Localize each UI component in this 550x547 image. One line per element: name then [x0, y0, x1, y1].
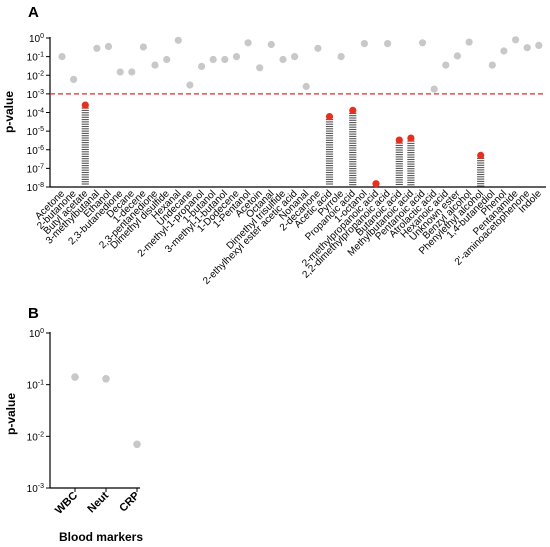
panel-a-point — [221, 55, 229, 64]
panel-a-point — [465, 38, 473, 46]
panel-b-category-label: Neut — [85, 489, 111, 515]
panel-a-bar — [477, 157, 485, 187]
panel-a-point — [500, 47, 508, 55]
panel-a-bar — [325, 119, 334, 185]
panel-b-y-tick-label: 10-2 — [27, 431, 44, 443]
panel-a-point — [535, 41, 543, 50]
panel-a-point — [186, 81, 194, 89]
panel-a-point — [395, 136, 403, 144]
panel-a-point — [81, 101, 89, 109]
panel-b-letter: B — [28, 305, 39, 322]
panel-a-point — [139, 43, 147, 51]
panel-a-point — [174, 36, 182, 44]
panel-b-x-axis-title: Blood markers — [59, 530, 143, 544]
panel-a-point — [104, 42, 113, 51]
panel-a-point — [384, 40, 392, 48]
panel-b-y-tick-label: 100 — [29, 328, 44, 340]
panel-a-y-axis-title: p-value — [2, 91, 16, 133]
panel-a-point — [418, 39, 427, 47]
panel-b-point — [71, 373, 79, 381]
panel-a-bar — [349, 112, 357, 186]
panel-a-point — [244, 39, 252, 47]
panel-a-point — [314, 44, 322, 52]
panel-a-bar — [407, 140, 415, 186]
panel-a-point — [163, 55, 171, 64]
panel-b: B p-value 100 10-1 10-2 10-3 WBC Neut CRP Blo… — [4, 305, 143, 544]
panel-a-point — [407, 134, 415, 142]
panel-a-point — [453, 52, 461, 60]
panel-b-y-ticks: 100 10-1 10-2 10-3 — [27, 328, 140, 495]
panel-a-point — [442, 61, 450, 69]
panel-a-y-ticks: 100 10-1 10-2 10-3 10-4 10-5 10-6 10-7 10-8 — [27, 33, 546, 194]
panel-b-y-axis-title: p-value — [4, 393, 18, 435]
panel-a-point — [256, 64, 264, 72]
panel-b-y-tick-label: 10-1 — [27, 380, 44, 392]
panel-a-point — [279, 55, 287, 64]
panel-a-point — [128, 68, 136, 76]
panel-a-point — [116, 68, 124, 76]
panel-a-point — [291, 53, 299, 61]
panel-a-point — [349, 106, 357, 114]
panel-a-y-tick-label: 10-8 — [27, 182, 44, 194]
panel-a-point — [198, 62, 206, 70]
panel-a-y-tick-label: 10-6 — [27, 145, 44, 157]
panel-b-point — [102, 375, 110, 383]
panel-a-letter: A — [28, 4, 39, 21]
panel-a-point — [209, 55, 217, 64]
panel-a-point — [511, 36, 520, 44]
panel-b-y-tick-label: 10-3 — [27, 483, 44, 495]
panel-a-point — [70, 75, 78, 83]
panel-a: A p-value 100 10-1 10-2 10-3 10-4 10-5 10-6 10-… — [2, 4, 546, 287]
panel-b-x-labels: WBC Neut CRP — [53, 488, 142, 517]
panel-a-data-marks — [50, 36, 546, 188]
panel-b-category-label: CRP — [117, 490, 142, 515]
panel-a-point — [151, 61, 159, 69]
panel-a-y-tick-label: 10-2 — [27, 70, 44, 82]
panel-a-point — [372, 180, 380, 188]
panel-a-y-tick-label: 100 — [29, 33, 44, 45]
panel-b-data-marks — [71, 373, 141, 449]
panel-a-point — [523, 44, 531, 52]
panel-a-point — [267, 40, 275, 49]
panel-a-point — [93, 44, 101, 52]
panel-b-category-label: WBC — [53, 490, 80, 517]
panel-a-point — [477, 151, 485, 159]
panel-a-point — [302, 82, 310, 91]
panel-a-bar — [81, 107, 89, 185]
panel-a-y-tick-label: 10-1 — [27, 52, 44, 64]
panel-a-y-tick-label: 10-4 — [27, 108, 44, 120]
panel-b-point — [133, 440, 141, 449]
panel-a-y-tick-label: 10-3 — [27, 89, 44, 101]
panel-a-point — [325, 113, 334, 121]
panel-a-point — [430, 85, 438, 93]
panel-a-bar — [395, 142, 403, 186]
panel-a-point — [488, 61, 496, 69]
panel-a-point — [58, 53, 66, 61]
panel-a-point — [337, 53, 345, 61]
panel-a-y-tick-label: 10-7 — [27, 163, 44, 175]
panel-a-point — [232, 53, 241, 61]
panel-a-y-tick-label: 10-5 — [27, 126, 44, 138]
panel-a-point — [360, 40, 368, 48]
